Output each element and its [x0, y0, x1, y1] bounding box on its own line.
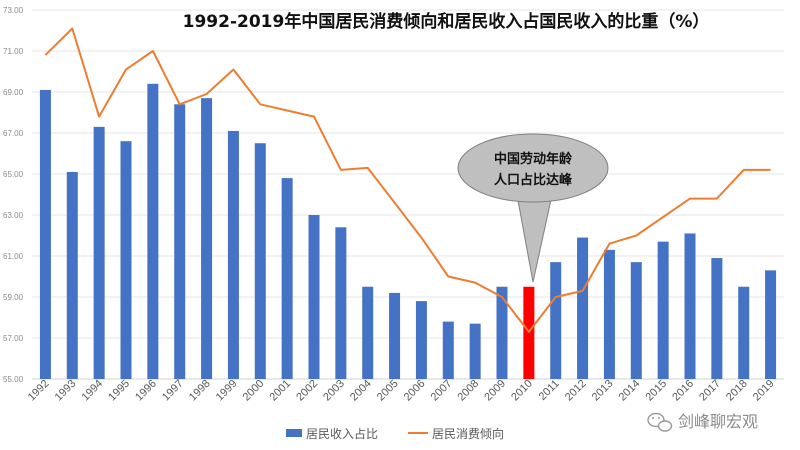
line-path [44, 27, 771, 333]
x-tick-label: 2004 [348, 378, 374, 404]
x-tick-label: 2010 [509, 378, 535, 404]
x-tick-label: 1995 [106, 378, 132, 404]
y-tick-label: 69.00 [3, 88, 24, 97]
wechat-icon [647, 412, 673, 432]
line-series [44, 27, 771, 333]
x-tick-label: 2014 [617, 378, 643, 404]
bar-2009 [496, 286, 508, 379]
legend: 居民收入占比 居民消费倾向 [286, 426, 504, 441]
bar-2005 [389, 292, 401, 379]
callout-pointer [516, 194, 553, 283]
bar-2016 [684, 233, 696, 379]
bar-2001 [281, 178, 293, 379]
callout-text-line1: 中国劳动年龄 [494, 151, 573, 167]
y-tick-label: 59.00 [3, 293, 24, 302]
y-tick-label: 61.00 [3, 252, 24, 261]
x-tick-label: 1992 [26, 378, 52, 404]
y-tick-label: 65.00 [3, 170, 24, 179]
x-tick-label: 1993 [53, 378, 79, 404]
annotation-callout: 中国劳动年龄 人口占比达峰 [457, 133, 609, 283]
y-tick-label: 71.00 [3, 47, 24, 56]
bar-2000 [254, 143, 266, 379]
bar-2018 [738, 286, 750, 379]
x-tick-label: 1996 [133, 378, 159, 404]
x-axis-ticks: 1992 1993 1994 1995 1996 1997 1998 1999 2000 2001… [26, 378, 777, 404]
x-tick-label: 2015 [643, 378, 669, 404]
x-tick-label: 2012 [563, 378, 589, 404]
x-tick-label: 1994 [79, 378, 105, 404]
y-tick-label: 63.00 [3, 211, 24, 220]
bar-2019 [765, 270, 777, 379]
bar-2007 [442, 321, 454, 379]
chart-title: 1992-2019年中国居民消费倾向和居民收入占国民收入的比重（%） [183, 11, 710, 32]
x-tick-label: 2017 [697, 378, 723, 404]
y-tick-label: 57.00 [3, 334, 24, 343]
bar-2015 [657, 241, 669, 379]
bar-2004 [362, 286, 374, 379]
x-tick-label: 2000 [241, 378, 267, 404]
bar-2006 [415, 301, 427, 379]
x-tick-label: 2006 [402, 378, 428, 404]
x-tick-label: 2018 [724, 378, 750, 404]
bar-1999 [227, 130, 239, 379]
x-tick-label: 2003 [321, 378, 347, 404]
x-tick-label: 2002 [294, 378, 320, 404]
y-tick-label: 67.00 [3, 129, 24, 138]
x-tick-label: 2013 [590, 378, 616, 404]
x-tick-label: 2008 [455, 378, 481, 404]
legend-label-line: 居民消费倾向 [432, 426, 504, 441]
x-tick-label: 1997 [160, 378, 186, 404]
bar-2017 [711, 258, 723, 379]
bar-series [39, 83, 777, 380]
bar-1992 [39, 89, 51, 379]
x-tick-label: 2016 [670, 378, 696, 404]
bar-2012 [577, 237, 589, 379]
bar-1995 [120, 141, 132, 379]
x-tick-label: 2019 [751, 378, 777, 404]
bar-1994 [93, 126, 105, 379]
bar-2008 [469, 323, 481, 379]
x-tick-label: 1998 [187, 378, 213, 404]
legend-label-bar: 居民收入占比 [306, 426, 378, 441]
x-tick-label: 2009 [482, 378, 508, 404]
bar-1998 [201, 98, 213, 380]
x-tick-label: 2011 [537, 378, 562, 403]
bar-2003 [335, 227, 347, 379]
bar-2013 [603, 249, 615, 379]
x-tick-label: 1999 [214, 378, 240, 404]
bar-2014 [630, 262, 642, 379]
legend-swatch-bar [286, 429, 302, 437]
bar-1997 [174, 104, 186, 380]
x-tick-label: 2001 [267, 378, 293, 404]
bar-2002 [308, 215, 320, 379]
grid [32, 9, 784, 380]
bar-1993 [66, 171, 78, 379]
bar-1996 [147, 83, 159, 380]
x-tick-label: 2007 [429, 378, 455, 404]
y-tick-label: 73.00 [3, 6, 24, 15]
x-tick-label: 2005 [375, 378, 401, 404]
y-tick-label: 55.00 [3, 375, 24, 384]
watermark-text: 剑峰聊宏观 [678, 412, 758, 431]
y-axis-ticks: 55.00 57.00 59.00 61.00 63.00 65.00 67.00 69.00… [3, 6, 24, 384]
watermark: 剑峰聊宏观 [647, 412, 758, 432]
callout-text-line2: 人口占比达峰 [494, 172, 573, 188]
bar-2011 [550, 262, 562, 379]
callout-bubble [457, 133, 609, 203]
